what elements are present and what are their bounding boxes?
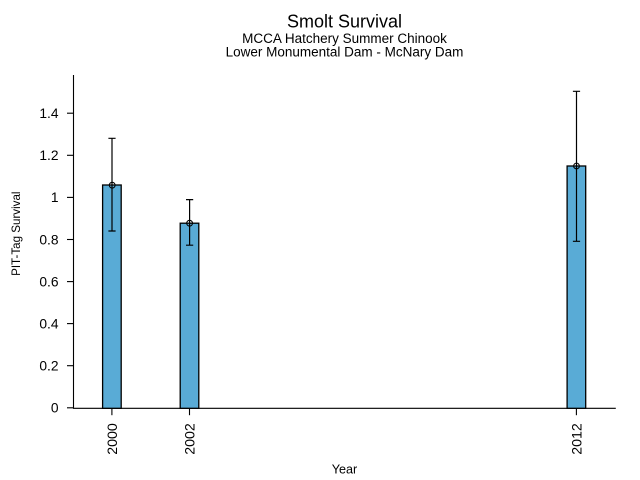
svg-text:0.4: 0.4 bbox=[39, 316, 59, 331]
svg-text:MCCA Hatchery Summer Chinook: MCCA Hatchery Summer Chinook bbox=[242, 31, 447, 46]
svg-text:0.6: 0.6 bbox=[39, 274, 59, 289]
svg-text:1: 1 bbox=[51, 190, 59, 205]
svg-text:0.2: 0.2 bbox=[39, 359, 58, 374]
svg-text:Lower Monumental Dam - McNary: Lower Monumental Dam - McNary Dam bbox=[226, 44, 464, 59]
svg-text:0: 0 bbox=[51, 401, 59, 416]
svg-text:1.2: 1.2 bbox=[39, 148, 58, 163]
svg-text:PIT-Tag Survival: PIT-Tag Survival bbox=[10, 191, 23, 275]
svg-text:0.8: 0.8 bbox=[39, 232, 59, 247]
svg-text:1.4: 1.4 bbox=[39, 106, 59, 121]
svg-text:Smolt Survival: Smolt Survival bbox=[287, 11, 402, 31]
svg-text:2002: 2002 bbox=[182, 423, 198, 455]
svg-text:Year: Year bbox=[332, 462, 357, 476]
svg-text:2012: 2012 bbox=[569, 423, 585, 455]
svg-text:2000: 2000 bbox=[105, 423, 121, 455]
